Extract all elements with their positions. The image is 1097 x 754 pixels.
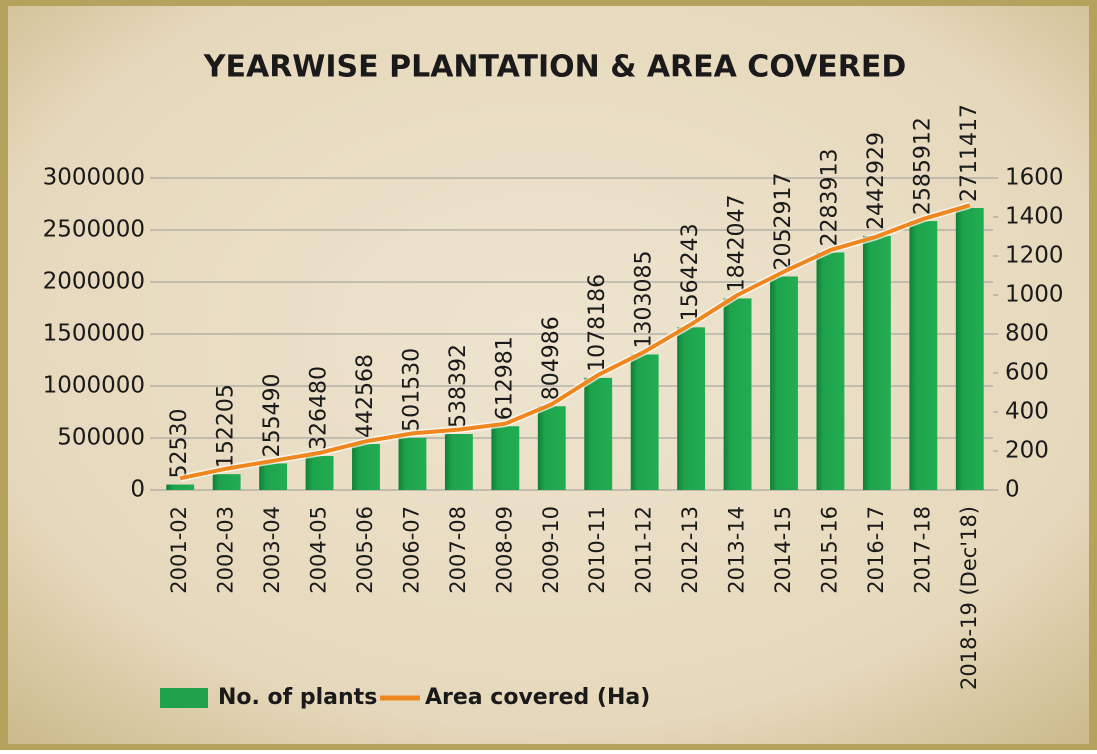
bar	[863, 236, 891, 490]
x-tick-label: 2008-09	[492, 506, 516, 594]
legend-label: Area covered (Ha)	[425, 685, 650, 710]
bar	[259, 463, 287, 490]
value-label: 2585912	[910, 117, 935, 215]
value-label: 2052917	[771, 173, 796, 271]
value-label: 804986	[539, 316, 564, 400]
y2-tick-label: 1400	[1005, 204, 1064, 230]
value-label: 255490	[260, 373, 285, 457]
bar	[399, 438, 427, 490]
x-tick-label: 2016-17	[864, 506, 888, 594]
value-label: 2283913	[817, 148, 842, 246]
bar	[352, 444, 380, 490]
x-tick-label: 2005-06	[353, 506, 377, 594]
bar	[306, 456, 334, 490]
bar	[677, 327, 705, 490]
y2-tick-label: 400	[1005, 399, 1049, 425]
value-label: 1303085	[632, 250, 657, 348]
y-tick-label: 3000000	[43, 165, 145, 191]
x-tick-label: 2017-18	[910, 506, 934, 594]
value-label: 152205	[214, 384, 239, 468]
value-label: 501530	[399, 348, 424, 432]
value-label: 538392	[446, 344, 471, 428]
y2-tick-label: 1600	[1005, 165, 1064, 191]
bar	[724, 298, 752, 490]
y2-tick-label: 200	[1005, 438, 1049, 464]
legend-label: No. of plants	[218, 685, 377, 710]
bar	[817, 252, 845, 490]
x-tick-label: 2011-12	[632, 506, 656, 594]
y2-tick-label: 1000	[1005, 282, 1064, 308]
y2-tick-label: 1200	[1005, 243, 1064, 269]
chart-title: YEARWISE PLANTATION & AREA COVERED	[203, 50, 906, 85]
x-tick-label: 2010-11	[585, 506, 609, 594]
y2-tick-label: 800	[1005, 321, 1049, 347]
bar	[445, 434, 473, 490]
y-tick-label: 0	[130, 477, 145, 503]
y-tick-label: 500000	[57, 425, 145, 451]
x-tick-label: 2006-07	[399, 506, 423, 594]
x-tick-label: 2012-13	[678, 506, 702, 594]
value-label: 1078186	[585, 274, 610, 372]
bar	[166, 485, 194, 490]
bar	[213, 474, 241, 490]
x-tick-label: 2001-02	[167, 506, 191, 594]
x-tick-label: 2004-05	[307, 506, 331, 594]
x-tick-label: 2003-04	[260, 506, 284, 594]
value-label: 442568	[353, 354, 378, 438]
y-tick-label: 1500000	[43, 321, 145, 347]
value-label: 1564243	[678, 223, 703, 321]
y-tick-label: 2000000	[43, 269, 145, 295]
value-label: 612981	[492, 336, 517, 420]
value-label: 52530	[167, 409, 192, 479]
bar	[584, 378, 612, 490]
x-tick-label: 2009-10	[539, 506, 563, 594]
x-tick-label: 2002-03	[214, 506, 238, 594]
x-tick-label: 2018-19 (Dec'18)	[957, 506, 981, 690]
bar	[631, 354, 659, 490]
value-label: 2711417	[957, 104, 982, 202]
bar	[491, 426, 519, 490]
bar	[770, 276, 798, 490]
value-label: 326480	[307, 366, 332, 450]
x-tick-label: 2013-14	[725, 506, 749, 594]
x-tick-label: 2014-15	[771, 506, 795, 594]
bar	[909, 221, 937, 490]
value-label: 1842047	[725, 194, 750, 292]
y2-tick-label: 0	[1005, 477, 1020, 503]
x-tick-label: 2015-16	[817, 506, 841, 594]
bar	[956, 208, 984, 490]
y-tick-label: 2500000	[43, 217, 145, 243]
bar	[538, 406, 566, 490]
y2-tick-label: 600	[1005, 360, 1049, 386]
value-label: 2442929	[864, 132, 889, 230]
y-tick-label: 1000000	[43, 373, 145, 399]
chart: YEARWISE PLANTATION & AREA COVERED No. o…	[0, 0, 1097, 750]
legend-swatch	[160, 688, 208, 708]
x-tick-label: 2007-08	[446, 506, 470, 594]
